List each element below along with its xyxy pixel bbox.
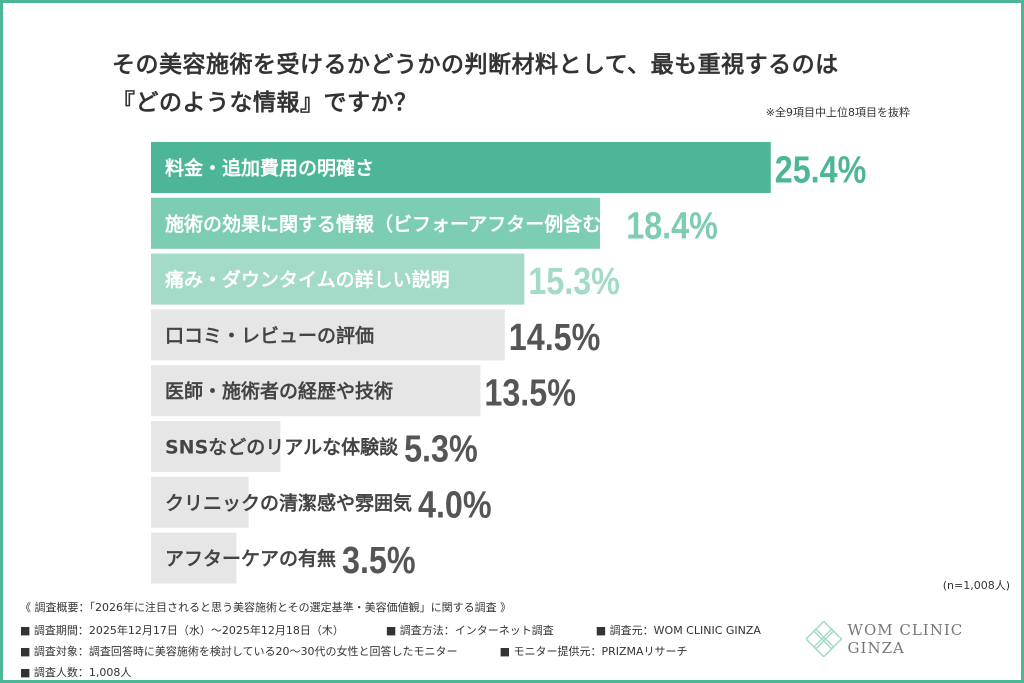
sample-size: (n=1,008人) (942, 579, 1010, 592)
category-label: 医師・施術者の経歴や技術 (165, 380, 393, 403)
bar (151, 253, 525, 305)
footer-source: ■ 調査元：WOM CLINIC GINZA (595, 624, 761, 637)
bar (151, 365, 481, 417)
value-label: 5.3% (404, 428, 478, 470)
bar (151, 142, 771, 193)
footer-period: ■ 調査期間：2025年12月17日（水）～2025年12月18日（木） (20, 624, 344, 637)
category-label: アフターケアの有無 (165, 547, 336, 570)
footer-count: ■ 調査人数：1,008人 (20, 666, 132, 679)
chart-title: その美容施術を受けるかどうかの判断材料として、最も重視するのは 『どのような情報… (112, 46, 839, 122)
footer-target: ■ 調査対象：調査回答時に美容施術を検討している20～30代の女性と回答したモニ… (20, 645, 458, 658)
footer-method: ■ 調査方法：インターネット調査 (385, 624, 554, 637)
title-line-1: その美容施術を受けるかどうかの判断材料として、最も重視するのは (112, 52, 839, 78)
value-label: 3.5% (342, 540, 416, 582)
category-label: SNSなどのリアルな体験談 (165, 436, 399, 459)
category-label: 痛み・ダウンタイムの詳しい説明 (165, 268, 450, 291)
category-label: クリニックの清潔感や雰囲気 (165, 491, 412, 514)
bar (151, 309, 505, 361)
value-label: 14.5% (509, 316, 601, 358)
bar (151, 421, 281, 472)
footer-row-1: ■ 調査期間：2025年12月17日（水）～2025年12月18日（木） ■ 調査… (20, 622, 803, 638)
value-label: 18.4% (626, 205, 718, 247)
value-label: 13.5% (484, 372, 576, 414)
logo-mark-icon (806, 621, 842, 657)
bar (151, 532, 237, 584)
title-line-2: 『どのような情報』ですか？ (112, 90, 418, 116)
value-label: 15.3% (528, 261, 620, 303)
category-label: 口コミ・レビューの評価 (165, 324, 374, 347)
category-label: 料金・追加費用の明確さ (165, 157, 374, 180)
category-label: 施術の効果に関する情報（ビフォーアフター例含む） (165, 212, 620, 235)
value-label: 25.4% (775, 149, 867, 191)
logo: WOM CLINIC GINZA (806, 621, 1024, 657)
value-label: 4.0% (418, 484, 492, 526)
footer-row-2: ■ 調査対象：調査回答時に美容施術を検討している20～30代の女性と回答したモニ… (20, 643, 730, 659)
footer-heading: 《 調査概要：「2026年に注目されると思う美容施術とその選定基準・美容価値観」… (20, 601, 512, 614)
note: ※全9項目中上位8項目を抜粋 (765, 106, 910, 119)
logo-text: WOM CLINIC GINZA (847, 621, 964, 657)
footer-provider: ■ モニター提供元：PRIZMAリサーチ (499, 645, 688, 658)
bar (151, 476, 249, 528)
bar (151, 197, 600, 249)
